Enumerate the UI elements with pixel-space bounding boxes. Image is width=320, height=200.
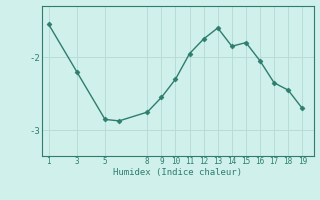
X-axis label: Humidex (Indice chaleur): Humidex (Indice chaleur) xyxy=(113,168,242,177)
